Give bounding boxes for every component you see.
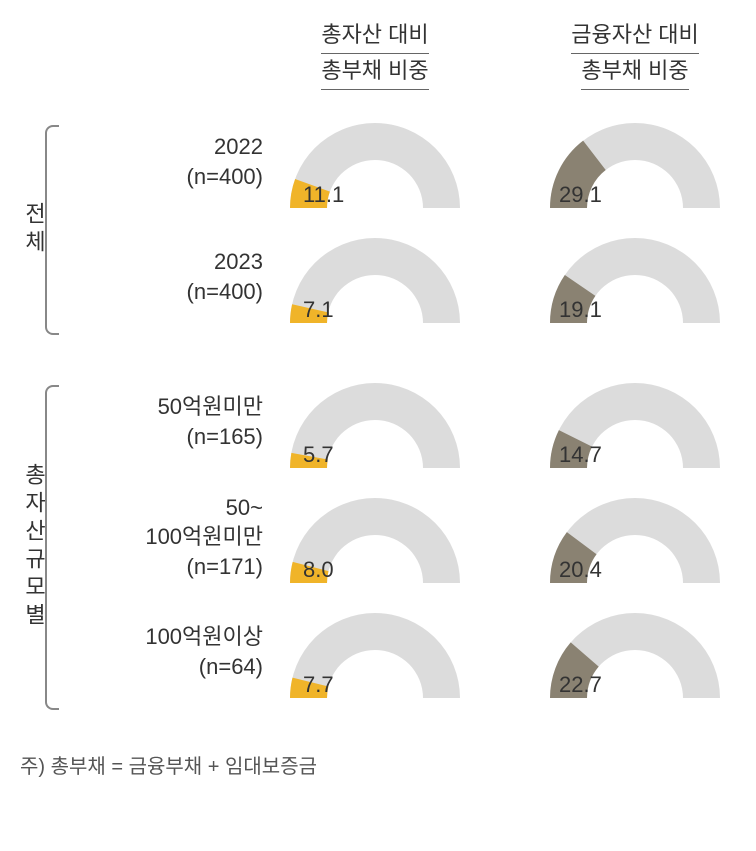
- rows: 50억원미만(n=165) 5.7 14.7 50~100억원미만(n=171) 8.0…: [60, 375, 741, 720]
- bracket-icon: [45, 385, 59, 710]
- gauge: 19.1: [545, 230, 725, 325]
- row-label: 50~100억원미만(n=171): [60, 493, 275, 582]
- gauge: 22.7: [545, 605, 725, 700]
- gauge-value-label: 7.7: [303, 672, 334, 698]
- header-col1-line2: 총부채 비중: [321, 56, 428, 90]
- gauge-cell: 19.1: [535, 230, 735, 325]
- data-row: 2023(n=400) 7.1 19.1: [60, 230, 741, 325]
- row-label: 2022(n=400): [60, 132, 275, 191]
- row-label-line: 100억원이상: [60, 622, 263, 652]
- header-col2-line1: 금융자산 대비: [571, 20, 699, 54]
- row-label: 100억원이상(n=64): [60, 622, 275, 681]
- section: 전체2022(n=400)11.129.12023(n=400)7.119.1: [15, 115, 741, 345]
- header-col2-line2: 총부채 비중: [581, 56, 688, 90]
- header-col-1: 총자산 대비 총부채 비중: [275, 20, 475, 90]
- gauge-cell: 8.0: [275, 490, 475, 585]
- gauge-value-label: 22.7: [559, 672, 602, 698]
- row-label-line: 100억원미만: [60, 522, 263, 552]
- column-headers: 총자산 대비 총부채 비중 금융자산 대비 총부채 비중: [275, 20, 741, 90]
- gauge-value-label: 5.7: [303, 442, 334, 468]
- gauge: 8.0: [285, 490, 465, 585]
- row-label-line: (n=165): [60, 422, 263, 452]
- group-label: 총자산규모별: [15, 375, 60, 720]
- gauge-value-label: 29.1: [559, 182, 602, 208]
- gauge-cell: 7.1: [275, 230, 475, 325]
- sections-container: 전체2022(n=400)11.129.12023(n=400)7.119.1총…: [15, 115, 741, 720]
- gauge-cell: 5.7: [275, 375, 475, 470]
- gauge-value-label: 7.1: [303, 297, 334, 323]
- section: 총자산규모별50억원미만(n=165)5.714.750~100억원미만(n=1…: [15, 375, 741, 720]
- footnote: 주) 총부채 = 금융부채 + 임대보증금: [15, 750, 741, 779]
- gauge-value-label: 14.7: [559, 442, 602, 468]
- row-label-line: 2023: [60, 247, 263, 277]
- data-row: 2022(n=400) 11.1 29.1: [60, 115, 741, 210]
- gauge-value-label: 19.1: [559, 297, 602, 323]
- gauge-value-label: 8.0: [303, 557, 334, 583]
- row-label-line: 50억원미만: [60, 392, 263, 422]
- gauge: 7.7: [285, 605, 465, 700]
- row-label-line: (n=400): [60, 162, 263, 192]
- gauge: 29.1: [545, 115, 725, 210]
- row-label-line: 50~: [60, 493, 263, 523]
- gauge-cell: 22.7: [535, 605, 735, 700]
- header-col-2: 금융자산 대비 총부채 비중: [535, 20, 735, 90]
- gauge: 5.7: [285, 375, 465, 470]
- gauge-cell: 20.4: [535, 490, 735, 585]
- row-label-line: 2022: [60, 132, 263, 162]
- row-label: 2023(n=400): [60, 247, 275, 306]
- rows: 2022(n=400)11.129.12023(n=400)7.119.1: [60, 115, 741, 345]
- group-label: 전체: [15, 115, 60, 345]
- data-row: 50~100억원미만(n=171) 8.0 20.4: [60, 490, 741, 585]
- data-row: 50억원미만(n=165) 5.7 14.7: [60, 375, 741, 470]
- gauge-cell: 14.7: [535, 375, 735, 470]
- gauge-value-label: 11.1: [303, 182, 344, 208]
- row-label-line: (n=171): [60, 552, 263, 582]
- gauge-cell: 11.1: [275, 115, 475, 210]
- gauge: 11.1: [285, 115, 465, 210]
- row-label-line: (n=400): [60, 277, 263, 307]
- row-label: 50억원미만(n=165): [60, 392, 275, 451]
- gauge-cell: 29.1: [535, 115, 735, 210]
- gauge-cell: 7.7: [275, 605, 475, 700]
- data-row: 100억원이상(n=64) 7.7 22.7: [60, 605, 741, 700]
- bracket-icon: [45, 125, 59, 335]
- gauge: 14.7: [545, 375, 725, 470]
- gauge: 20.4: [545, 490, 725, 585]
- row-label-line: (n=64): [60, 652, 263, 682]
- gauge-value-label: 20.4: [559, 557, 602, 583]
- gauge: 7.1: [285, 230, 465, 325]
- header-col1-line1: 총자산 대비: [321, 20, 428, 54]
